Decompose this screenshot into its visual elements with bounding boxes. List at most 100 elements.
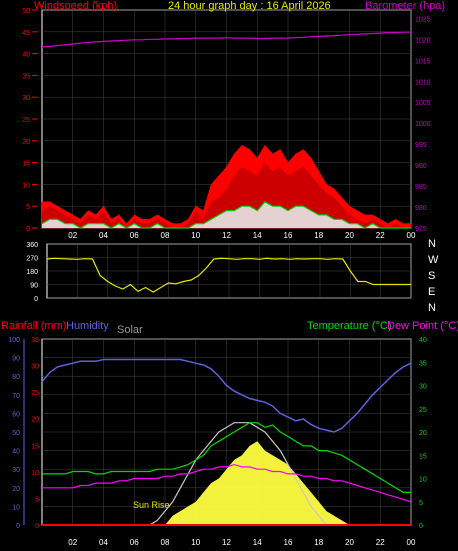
temperature-tick-label: 25 <box>419 407 427 414</box>
barometer-tick-label: 975 <box>415 226 427 233</box>
direction-tick-label: 180 <box>26 269 38 276</box>
compass-label: W <box>428 254 439 266</box>
temp-x-tick-label: 12 <box>222 538 231 547</box>
wind-x-tick-label: 22 <box>376 231 385 240</box>
temp-x-tick-label: 06 <box>130 538 139 547</box>
wind-x-tick-label: 08 <box>161 231 170 240</box>
temperature-tick-label: 15 <box>419 453 427 460</box>
barometer-line <box>41 31 411 48</box>
direction-tick-label: 90 <box>30 283 38 290</box>
temperature-tick-label: 30 <box>419 384 427 391</box>
temperature-line <box>42 422 411 493</box>
temp-x-tick-label: 20 <box>345 538 354 547</box>
wind-x-tick-label: 18 <box>314 231 323 240</box>
temp-x-tick-label: 16 <box>284 538 293 547</box>
wind-tick-label: 5 <box>26 204 30 211</box>
humidity-tick-label: 20 <box>12 486 20 493</box>
temp-x-tick-label: 04 <box>99 538 108 547</box>
wind-chart-ticks: 0510152025303540455097598098599099510001… <box>22 8 430 240</box>
wind-x-tick-label: 02 <box>68 231 77 240</box>
wind-tick-label: 35 <box>22 73 30 80</box>
rain-tick-label: 25 <box>31 390 39 397</box>
direction-chart-series <box>46 257 411 293</box>
chart-title: 24 hour graph day : 16 April 2026 <box>168 0 331 12</box>
wind-x-tick-label: 10 <box>191 231 200 240</box>
temperature-tick-label: 40 <box>419 337 427 344</box>
humidity-tick-label: 80 <box>12 374 20 381</box>
dewpoint-line <box>42 463 412 503</box>
barometer-tick-label: 990 <box>415 163 427 170</box>
wind-x-tick-label: 06 <box>130 231 139 240</box>
rain-tick-label: 0 <box>35 523 39 530</box>
wind-tick-label: 15 <box>22 161 30 168</box>
wind-x-tick-label: 12 <box>222 231 231 240</box>
temp-x-tick-label: 10 <box>191 538 200 547</box>
barometer-tick-label: 1020 <box>415 37 431 44</box>
temperature-tick-label: 5 <box>419 500 423 507</box>
compass-label: S <box>428 270 435 282</box>
solar-area <box>42 441 411 525</box>
barometer-tick-label: 1005 <box>415 100 431 107</box>
temp-chart-series <box>41 358 412 526</box>
rain-tick-label: 30 <box>31 364 39 371</box>
barometer-tick-label: 985 <box>415 184 427 191</box>
windspeed-axis-label: Windspeed (kph) <box>34 0 117 12</box>
wind-tick-label: 20 <box>22 139 30 146</box>
humidity-tick-label: 100 <box>8 337 20 344</box>
humidity-tick-label: 60 <box>12 411 20 418</box>
humidity-tick-label: 90 <box>12 356 20 363</box>
wind-x-tick-label: 16 <box>284 231 293 240</box>
temperature-axis-label: Temperature (°C) <box>307 320 391 332</box>
humidity-tick-label: 40 <box>12 449 20 456</box>
wind-x-tick-label: 00 <box>407 231 416 240</box>
wind-barometer-chart: 0510152025303540455097598098599099510001… <box>22 0 445 240</box>
compass-label: N <box>428 238 436 250</box>
temp-x-tick-label: 22 <box>376 538 385 547</box>
temperature-tick-label: 10 <box>419 477 427 484</box>
sunrise-label: Sun Rise <box>133 500 170 510</box>
wind-average-line <box>41 201 411 229</box>
wind-tick-label: 45 <box>22 30 30 37</box>
wind-tick-label: 50 <box>22 8 30 15</box>
wind-x-tick-label: 04 <box>99 231 108 240</box>
solar-axis-label: Solar <box>117 324 143 336</box>
humidity-line <box>41 358 412 433</box>
barometer-tick-label: 1015 <box>415 58 431 65</box>
wind-chart-series <box>41 31 412 229</box>
humidity-tick-label: 50 <box>12 430 20 437</box>
rain-tick-label: 15 <box>31 443 39 450</box>
wind-low-area <box>42 201 411 228</box>
rain-tick-label: 35 <box>31 337 39 344</box>
barometer-tick-label: 1010 <box>415 79 431 86</box>
humidity-tick-label: 0 <box>16 523 20 530</box>
temperature-tick-label: 0 <box>419 523 423 530</box>
direction-tick-label: 360 <box>26 242 38 249</box>
temp-chart-ticks: 0 10 20 30 40 50 60 70 80 90 100 0 5 10 15 20 25 30 35 0 5 10… <box>8 337 427 547</box>
humidity-tick-label: 30 <box>12 467 20 474</box>
barometer-tick-label: 980 <box>415 205 427 212</box>
direction-tick-label: 270 <box>26 256 38 263</box>
direction-chart-grid <box>47 243 412 299</box>
temperature-tick-label: 20 <box>419 430 427 437</box>
wind-tick-label: 10 <box>22 182 30 189</box>
temp-x-tick-label: 18 <box>314 538 323 547</box>
temp-x-tick-label: 08 <box>161 538 170 547</box>
humidity-axis-label: Humidity <box>66 320 109 332</box>
rain-tick-label: 5 <box>35 496 39 503</box>
wind-x-tick-label: 20 <box>345 231 354 240</box>
compass-label: N <box>428 302 436 314</box>
rain-tick-label: 20 <box>31 417 39 424</box>
temperature-tick-label: 35 <box>419 360 427 367</box>
humidity-tick-label: 70 <box>12 393 20 400</box>
temp-x-tick-label: 14 <box>253 538 262 547</box>
temperature-humidity-chart: 0 10 20 30 40 50 60 70 80 90 100 0 5 10 15 20 25 30 35 0 5 10… <box>1 320 458 547</box>
direction-line <box>46 257 411 293</box>
barometer-tick-label: 995 <box>415 142 427 149</box>
wind-tick-label: 40 <box>22 52 30 59</box>
temp-x-tick-label: 02 <box>68 538 77 547</box>
humidity-tick-label: 10 <box>12 504 20 511</box>
rain-tick-label: 10 <box>31 470 39 477</box>
